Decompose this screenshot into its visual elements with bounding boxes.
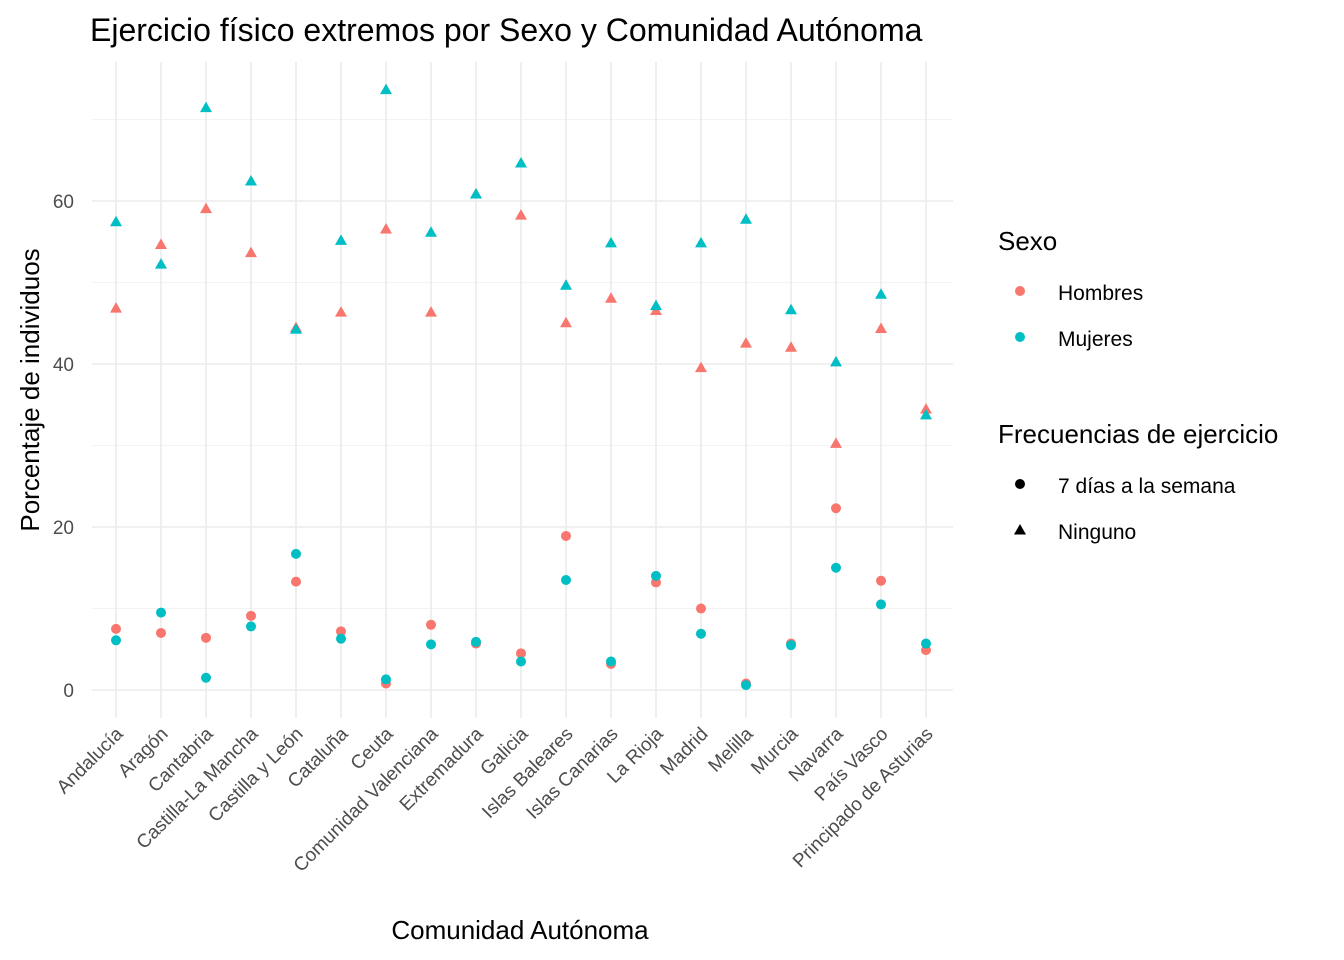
- legend-shape-title: Frecuencias de ejercicio: [998, 419, 1278, 449]
- point-triangle-mujeres: [560, 279, 572, 290]
- legend-mujeres-label: Mujeres: [1058, 328, 1133, 351]
- point-circle-hombres: [426, 619, 436, 630]
- point-circle-hombres: [246, 610, 256, 621]
- point-triangle-hombres: [110, 302, 122, 313]
- point-circle-mujeres: [381, 674, 391, 685]
- legend-7dias-label: 7 días a la semana: [1058, 475, 1236, 498]
- point-triangle-mujeres: [380, 83, 392, 95]
- point-circle-mujeres: [336, 633, 346, 644]
- y-axis-ticks: 0 20 40 60: [53, 192, 74, 702]
- legend-color-title: Sexo: [998, 226, 1057, 256]
- legend-hombres-key: [1015, 286, 1025, 296]
- point-triangle-mujeres: [245, 174, 257, 186]
- point-triangle-hombres: [335, 306, 347, 317]
- point-triangle-mujeres: [425, 226, 437, 237]
- y-tick-label: 20: [53, 518, 74, 539]
- point-triangle-mujeres: [335, 234, 347, 245]
- point-triangle-mujeres: [920, 408, 932, 420]
- point-triangle-hombres: [875, 322, 887, 333]
- point-triangle-hombres: [155, 238, 167, 250]
- point-circle-hombres: [156, 627, 166, 638]
- point-circle-mujeres: [561, 574, 571, 585]
- point-triangle-hombres: [740, 337, 752, 348]
- point-circle-mujeres: [741, 680, 751, 691]
- point-circle-mujeres: [426, 639, 436, 650]
- point-triangle-hombres: [920, 403, 932, 414]
- point-triangle-mujeres: [830, 355, 842, 367]
- point-triangle-mujeres: [605, 236, 617, 248]
- point-triangle-hombres: [200, 202, 212, 214]
- x-tick-label: Melilla: [705, 723, 758, 776]
- point-triangle-mujeres: [200, 101, 212, 113]
- point-circle-mujeres: [876, 599, 886, 610]
- point-triangle-hombres: [425, 306, 437, 317]
- point-triangle-mujeres: [470, 187, 482, 199]
- point-circle-hombres: [111, 623, 121, 634]
- y-axis-title: Porcentaje de individuos: [15, 248, 45, 531]
- point-circle-mujeres: [651, 570, 661, 581]
- point-triangle-mujeres: [155, 258, 167, 269]
- point-triangle-mujeres: [695, 236, 707, 248]
- point-circle-hombres: [696, 603, 706, 614]
- y-tick-label: 0: [63, 681, 74, 702]
- point-triangle-hombres: [380, 223, 392, 234]
- point-triangle-hombres: [830, 437, 842, 448]
- point-circle-mujeres: [291, 548, 301, 559]
- point-circle-hombres: [336, 626, 346, 637]
- x-tick-label: Madrid: [657, 724, 713, 780]
- point-triangle-hombres: [245, 246, 257, 258]
- y-tick-label: 40: [53, 355, 74, 376]
- point-circle-hombres: [831, 503, 841, 514]
- x-axis-title: Comunidad Autónoma: [391, 915, 649, 945]
- point-circle-mujeres: [111, 635, 121, 646]
- point-circle-hombres: [876, 575, 886, 586]
- legend-ninguno-key: [1014, 524, 1026, 535]
- point-triangle-hombres: [785, 341, 797, 352]
- point-circle-hombres: [201, 632, 211, 643]
- point-circle-mujeres: [786, 640, 796, 651]
- point-circle-hombres: [291, 576, 301, 587]
- point-circle-mujeres: [471, 636, 481, 647]
- data-points: [110, 83, 932, 691]
- point-circle-mujeres: [921, 638, 931, 649]
- point-circle-mujeres: [246, 621, 256, 632]
- point-triangle-mujeres: [785, 303, 797, 315]
- point-triangle-mujeres: [515, 157, 527, 168]
- x-tick-label: Andalucía: [53, 723, 128, 798]
- point-triangle-hombres: [605, 292, 617, 303]
- point-circle-hombres: [561, 530, 571, 541]
- point-circle-mujeres: [606, 656, 616, 667]
- point-triangle-hombres: [560, 316, 572, 328]
- chart-title: Ejercicio físico extremos por Sexo y Com…: [90, 12, 923, 48]
- point-triangle-hombres: [515, 209, 527, 220]
- point-triangle-mujeres: [740, 213, 752, 224]
- point-circle-hombres: [516, 648, 526, 659]
- legend-7dias-key: [1015, 479, 1025, 489]
- y-tick-label: 60: [53, 192, 74, 213]
- point-circle-mujeres: [516, 656, 526, 667]
- point-circle-mujeres: [831, 562, 841, 573]
- point-triangle-mujeres: [875, 288, 887, 299]
- point-triangle-hombres: [695, 361, 707, 373]
- point-circle-mujeres: [156, 607, 166, 618]
- legend-hombres-label: Hombres: [1058, 282, 1143, 305]
- point-triangle-mujeres: [290, 323, 302, 334]
- legend-mujeres-key: [1015, 332, 1025, 342]
- point-circle-mujeres: [201, 672, 211, 683]
- point-circle-mujeres: [696, 628, 706, 639]
- point-triangle-mujeres: [650, 299, 662, 311]
- legend-ninguno-label: Ninguno: [1058, 521, 1136, 544]
- point-triangle-mujeres: [110, 215, 122, 227]
- legend: Sexo Hombres Mujeres Frecuencias de ejer…: [998, 226, 1278, 544]
